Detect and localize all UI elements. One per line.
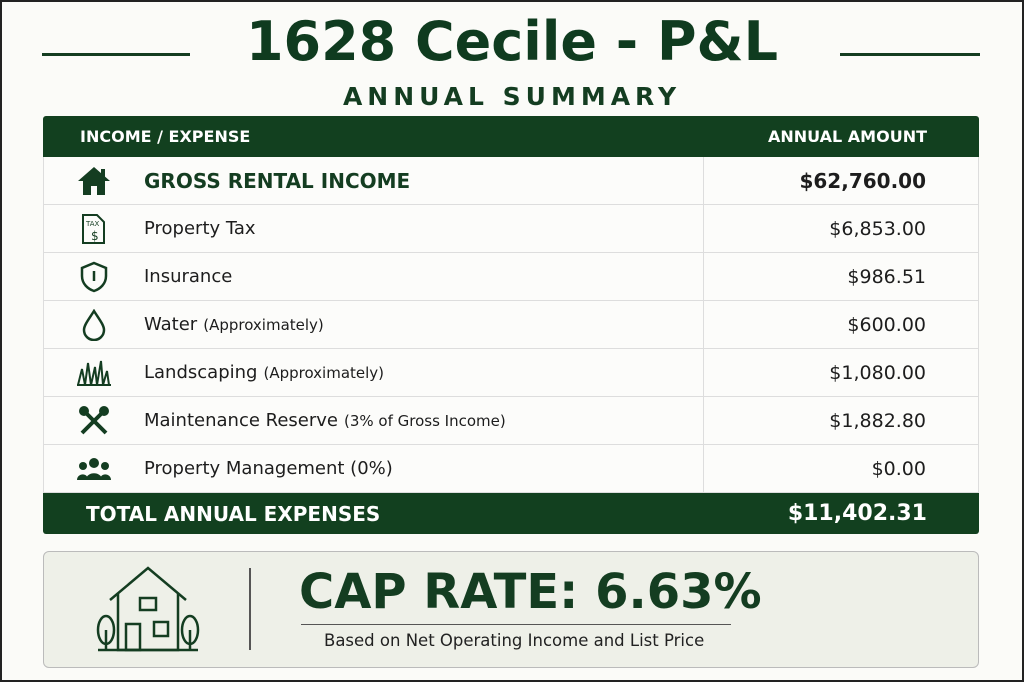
table-row: GROSS RENTAL INCOME $62,760.00 (43, 157, 979, 205)
table-row: Maintenance Reserve (3% of Gross Income) … (43, 397, 979, 445)
subtitle: ANNUAL SUMMARY (342, 82, 682, 111)
table-row: TAX $ Property Tax $6,853.00 (43, 205, 979, 253)
row-label: GROSS RENTAL INCOME (144, 168, 411, 193)
total-label: TOTAL ANNUAL EXPENSES (86, 501, 381, 526)
row-amount: $0.00 (871, 457, 926, 480)
icon (44, 165, 144, 197)
icon (44, 261, 144, 293)
title: 1628 Cecile - P&L (245, 10, 779, 73)
row-amount: $600.00 (847, 313, 926, 336)
icon (44, 456, 144, 482)
row-label: Property Management (0%) (144, 458, 393, 479)
row-label: Water (144, 314, 198, 335)
table-row: Landscaping (Approximately) $1,080.00 (43, 349, 979, 397)
row-amount: $6,853.00 (829, 217, 926, 240)
row-amount: $1,882.80 (829, 409, 926, 432)
row-label: Insurance (144, 266, 233, 287)
title-rule (840, 53, 980, 56)
table-row: Water (Approximately) $600.00 (43, 301, 979, 349)
column-header: ANNUAL AMOUNT (767, 127, 927, 146)
table-row: Property Management (0%) $0.00 (43, 445, 979, 493)
row-label: Maintenance Reserve (144, 410, 338, 431)
row-label: Landscaping (144, 362, 258, 383)
icon (44, 359, 144, 387)
row-label: Property Tax (144, 218, 256, 239)
row-amount: $1,080.00 (829, 361, 926, 384)
table-row: Insurance $986.51 (43, 253, 979, 301)
row-note: (Approximately) (203, 315, 324, 334)
underline (301, 624, 731, 625)
icon: TAX $ (44, 213, 144, 245)
row-amount: $62,760.00 (799, 168, 926, 193)
icon (44, 308, 144, 341)
total-amount: $11,402.31 (787, 501, 927, 526)
table-header: INCOME / EXPENSE ANNUAL AMOUNT (43, 116, 979, 157)
row-note: (3% of Gross Income) (344, 411, 506, 430)
title-rule (42, 53, 190, 56)
svg-text:$: $ (91, 229, 99, 243)
divider (249, 568, 251, 650)
row-note: (Approximately) (263, 363, 385, 382)
icon (44, 405, 144, 437)
cap-rate-title: CAP RATE: 6.63% (299, 564, 762, 620)
svg-text:TAX: TAX (85, 220, 100, 228)
row-amount: $986.51 (847, 265, 926, 288)
cap-rate-box: CAP RATE: 6.63% Based on Net Operating I… (43, 551, 979, 668)
column-header: INCOME / EXPENSE (80, 127, 251, 146)
total-row: TOTAL ANNUAL EXPENSES $11,402.31 (43, 493, 979, 534)
house-icon (96, 566, 200, 652)
cap-rate-caption: Based on Net Operating Income and List P… (324, 631, 705, 650)
pl-table: INCOME / EXPENSE ANNUAL AMOUNT GROSS REN… (43, 116, 979, 534)
